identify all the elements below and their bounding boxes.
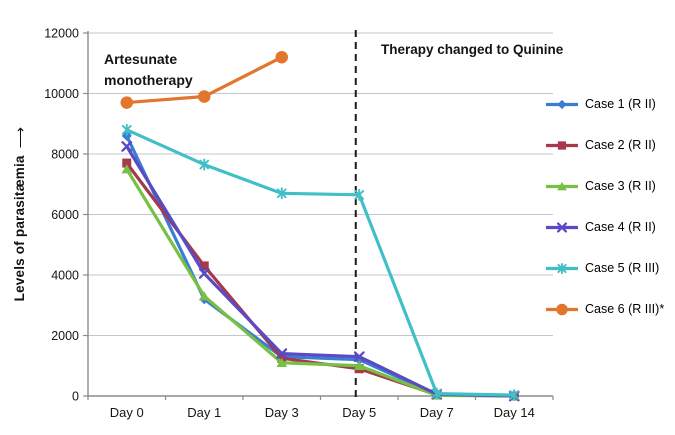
marker-triangle [354,360,365,370]
y-tick-label: 12000 [44,27,79,41]
legend-item-case-4: Case 4 (R II) [545,216,664,238]
marker-asterisk [354,188,365,201]
marker-square [557,140,567,150]
legend-label: Case 2 (R II) [585,138,656,152]
legend-label: Case 1 (R II) [585,97,656,111]
y-axis-title-text: Levels of parasitæmia [12,155,27,302]
marker-triangle [199,291,210,301]
marker-circle [275,50,288,64]
legend-label: Case 5 (R III) [585,261,660,275]
marker-square [199,261,209,271]
marker-asterisk [557,262,567,274]
marker-diamond [557,99,567,109]
y-tick-label: 0 [72,390,79,404]
x-tick-label: Day 5 [342,405,376,420]
x-tick-label: Day 1 [187,405,221,420]
series-line-case-5 [125,128,516,397]
legend-item-case-2: Case 2 (R II) [545,134,664,156]
marker-circle [120,96,133,109]
legend-marker-x-icon [546,221,578,233]
legend-marker-asterisk-icon [546,262,578,274]
marker-asterisk [199,158,210,171]
legend-item-case-1: Case 1 (R II) [545,93,664,115]
x-tick-label: Day 14 [494,405,535,420]
annotation-artesunate-monotherapy: Artesunate monotherapy [104,51,193,88]
y-tick-label: 10000 [44,87,79,101]
marker-circle [198,90,211,103]
legend-marker-triangle-icon [546,181,578,190]
marker-asterisk [431,387,442,400]
series-line-case-2 [125,161,516,398]
y-axis-title: Levels of parasitæmia ⟶ [11,94,35,334]
x-tick-label: Day 3 [265,405,299,420]
legend-item-case-5: Case 5 (R III) [545,257,664,279]
legend-marker-circle-icon [546,303,578,315]
marker-x [556,221,568,233]
y-tick-label: 6000 [51,208,79,222]
marker-triangle [121,164,132,174]
marker-asterisk [276,187,287,200]
legend-item-case-3: Case 3 (R II) [545,175,664,197]
y-tick-label: 2000 [51,329,79,343]
marker-x [276,348,288,360]
marker-x [121,141,133,152]
marker-triangle [557,181,567,190]
y-tick-label: 4000 [51,269,79,283]
legend: Case 1 (R II) Case 2 (R II) Case 3 (R II) C… [545,93,664,320]
marker-x [198,268,210,279]
marker-triangle [276,357,287,367]
legend-marker-square-icon [546,140,578,150]
legend-marker-diamond-icon [546,99,578,109]
marker-asterisk [121,123,132,136]
marker-circle [556,303,568,315]
y-tick-label: 8000 [51,148,79,162]
legend-label: Case 3 (R II) [585,179,656,193]
marker-square [122,158,132,168]
legend-item-case-6: Case 6 (R III)* [545,298,664,320]
annotation-therapy-changed-to-quinine: Therapy changed to Quinine [381,42,564,57]
legend-label: Case 6 (R III)* [585,302,665,316]
marker-x [353,351,365,363]
legend-label: Case 4 (R II) [585,220,656,234]
marker-asterisk [509,389,520,402]
x-tick-label: Day 7 [420,405,454,420]
y-axis-arrow-icon: ⟶ [12,126,29,149]
x-tick-label: Day 0 [110,405,144,420]
